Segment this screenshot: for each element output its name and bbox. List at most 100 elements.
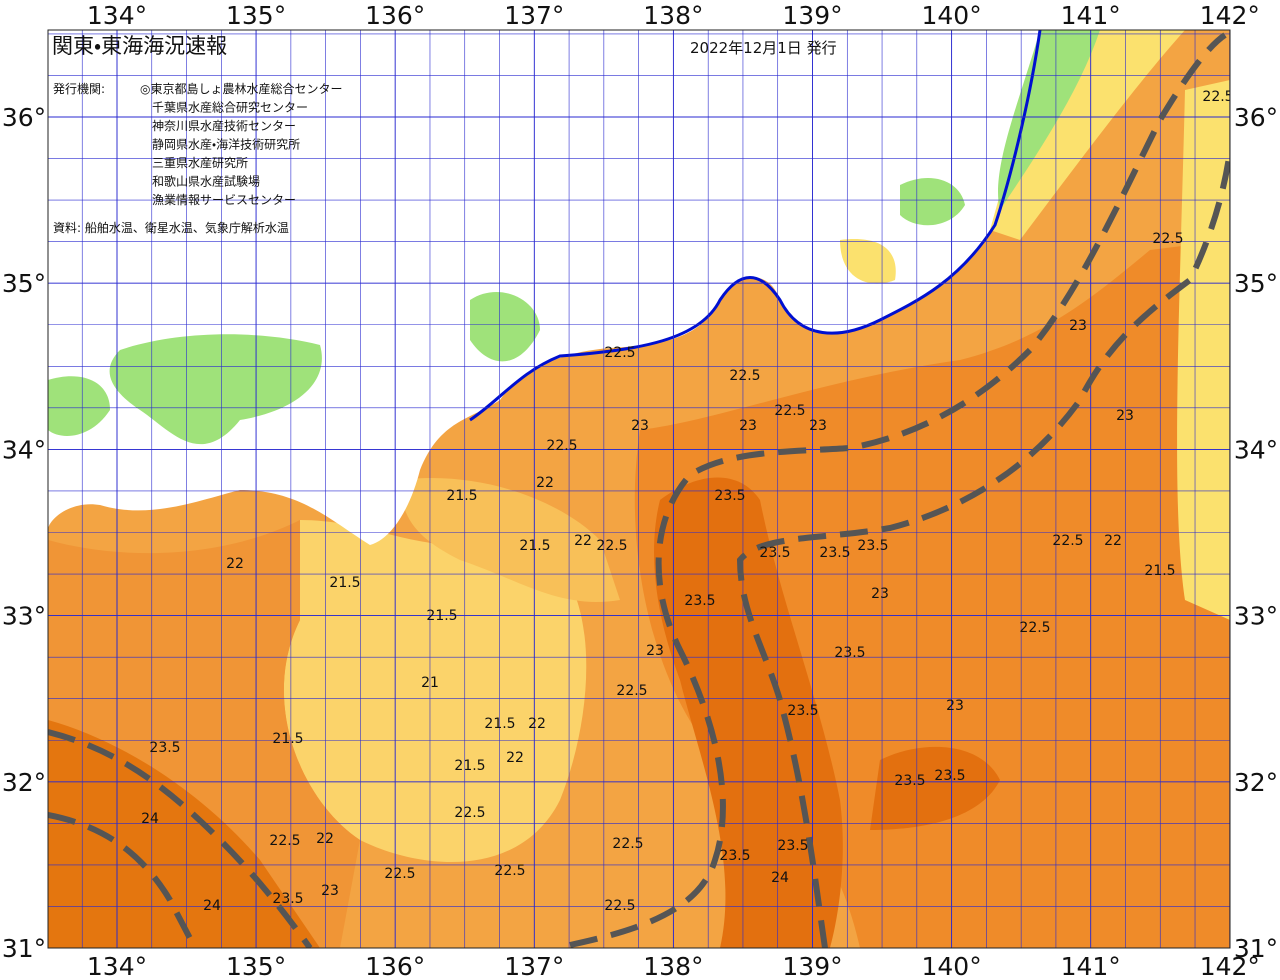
publisher: 三重県水産研究所 [152, 156, 248, 170]
lon-label: 138° [643, 952, 703, 980]
lon-label: 135° [226, 1, 286, 30]
warmest-water [48, 720, 320, 948]
contour-label: 24 [203, 898, 221, 914]
lon-label: 136° [365, 1, 425, 30]
publisher-label: 発行機関: [53, 82, 105, 96]
contour-label: 23.5 [787, 703, 818, 719]
publisher: ◎東京都島しょ農林水産総合センター [140, 81, 342, 96]
contour-label: 22.5 [1202, 89, 1233, 105]
graticule [48, 30, 1230, 948]
land-green [998, 30, 1100, 210]
contour-label: 22 [528, 716, 546, 732]
contour-label: 23 [646, 643, 664, 659]
land-green [900, 177, 965, 226]
coastal-water [1177, 80, 1230, 620]
contour-label: 23.5 [819, 545, 850, 561]
land-green [109, 334, 322, 445]
contour-label: 21.5 [484, 716, 515, 732]
contour-label: 23.5 [834, 645, 865, 661]
contour-label: 22.5 [454, 805, 485, 821]
lat-label: 34° [2, 435, 46, 464]
contour-label: 23.5 [857, 538, 888, 554]
contour-label: 22.5 [1152, 231, 1183, 247]
lat-label: 33° [2, 602, 46, 631]
frame [47, 29, 1231, 949]
contour-label: 22.5 [604, 345, 635, 361]
contour-label: 22 [536, 475, 554, 491]
land-green [470, 291, 540, 362]
contour-label: 22.5 [729, 368, 760, 384]
lon-label: 137° [504, 1, 564, 30]
lat-label: 35° [2, 269, 46, 298]
publisher: 和歌山県水産試験場 [152, 174, 260, 189]
lon-label: 134° [87, 1, 147, 30]
lon-label: 139° [782, 1, 842, 30]
lon-label: 134° [87, 952, 147, 980]
contour-label: 22 [226, 556, 244, 572]
lat-label: 31° [2, 934, 46, 963]
contour-label: 21.5 [329, 575, 360, 591]
lat-label: 36° [2, 103, 46, 132]
contour-label: 22 [316, 831, 334, 847]
lon-label: 137° [504, 952, 564, 980]
contour-label: 22.5 [384, 866, 415, 882]
contour-label: 23.5 [894, 773, 925, 789]
lat-label: 35° [1234, 269, 1278, 298]
lon-label: 138° [643, 1, 703, 30]
dashed-front [48, 812, 198, 948]
lon-label: 141° [1061, 952, 1121, 980]
contour-label: 23.5 [934, 768, 965, 784]
contour-label: 22 [574, 533, 592, 549]
contour-label: 22.5 [546, 438, 577, 454]
contour-label: 22.5 [774, 403, 805, 419]
lon-label: 135° [226, 952, 286, 980]
contour-label: 22 [506, 750, 524, 766]
dashed-front [736, 149, 1230, 948]
header: 関東・東海海況速報 2022年12月1日 発行 発行機関: ◎東京都島しょ農林水… [52, 34, 837, 235]
contour-label: 22.5 [596, 538, 627, 554]
title: 関東・東海海況速報 [52, 34, 227, 58]
contour-label: 23.5 [684, 593, 715, 609]
source: 資料: 船舶水温、衛星水温、気象庁解析水温 [53, 220, 289, 235]
contour-label: 23 [1069, 318, 1087, 334]
contour-label: 23.5 [272, 891, 303, 907]
lat-label: 31° [1234, 934, 1278, 963]
contour-label: 23 [1116, 408, 1134, 424]
contour-label: 22.5 [269, 833, 300, 849]
contour-label: 23.5 [777, 838, 808, 854]
contour-label: 21.5 [519, 538, 550, 554]
land-green [48, 376, 110, 436]
dashed-front [48, 729, 313, 948]
lon-label: 141° [1061, 1, 1121, 30]
kuroshio-core [654, 477, 843, 948]
lon-label: 136° [365, 952, 425, 980]
lon-label: 139° [782, 952, 842, 980]
contour-label: 22.5 [494, 863, 525, 879]
contour-label: 21.5 [272, 731, 303, 747]
contour-label: 23.5 [719, 848, 750, 864]
contour-label: 22.5 [616, 683, 647, 699]
contour-label: 23 [321, 883, 339, 899]
contour-label: 21.5 [446, 488, 477, 504]
contour-label: 23 [809, 418, 827, 434]
issue-date: 2022年12月1日 発行 [690, 39, 837, 57]
contour-label: 22.5 [1052, 533, 1083, 549]
lat-label: 32° [2, 768, 46, 797]
lon-label: 140° [921, 952, 981, 980]
publisher: 神奈川県水産技術センター [152, 118, 296, 133]
cool-water [400, 478, 620, 602]
contour-label: 23 [631, 418, 649, 434]
lat-label: 36° [1234, 103, 1278, 132]
publisher: 静岡県水産・海洋技術研究所 [152, 137, 300, 152]
lon-label: 142° [1200, 1, 1260, 30]
lon-label: 142° [1200, 952, 1260, 980]
contour-label: 21.5 [454, 758, 485, 774]
contour-label: 22.5 [1019, 620, 1050, 636]
publisher: 漁業情報サービスセンター [152, 193, 296, 207]
contour-label: 24 [771, 870, 789, 886]
